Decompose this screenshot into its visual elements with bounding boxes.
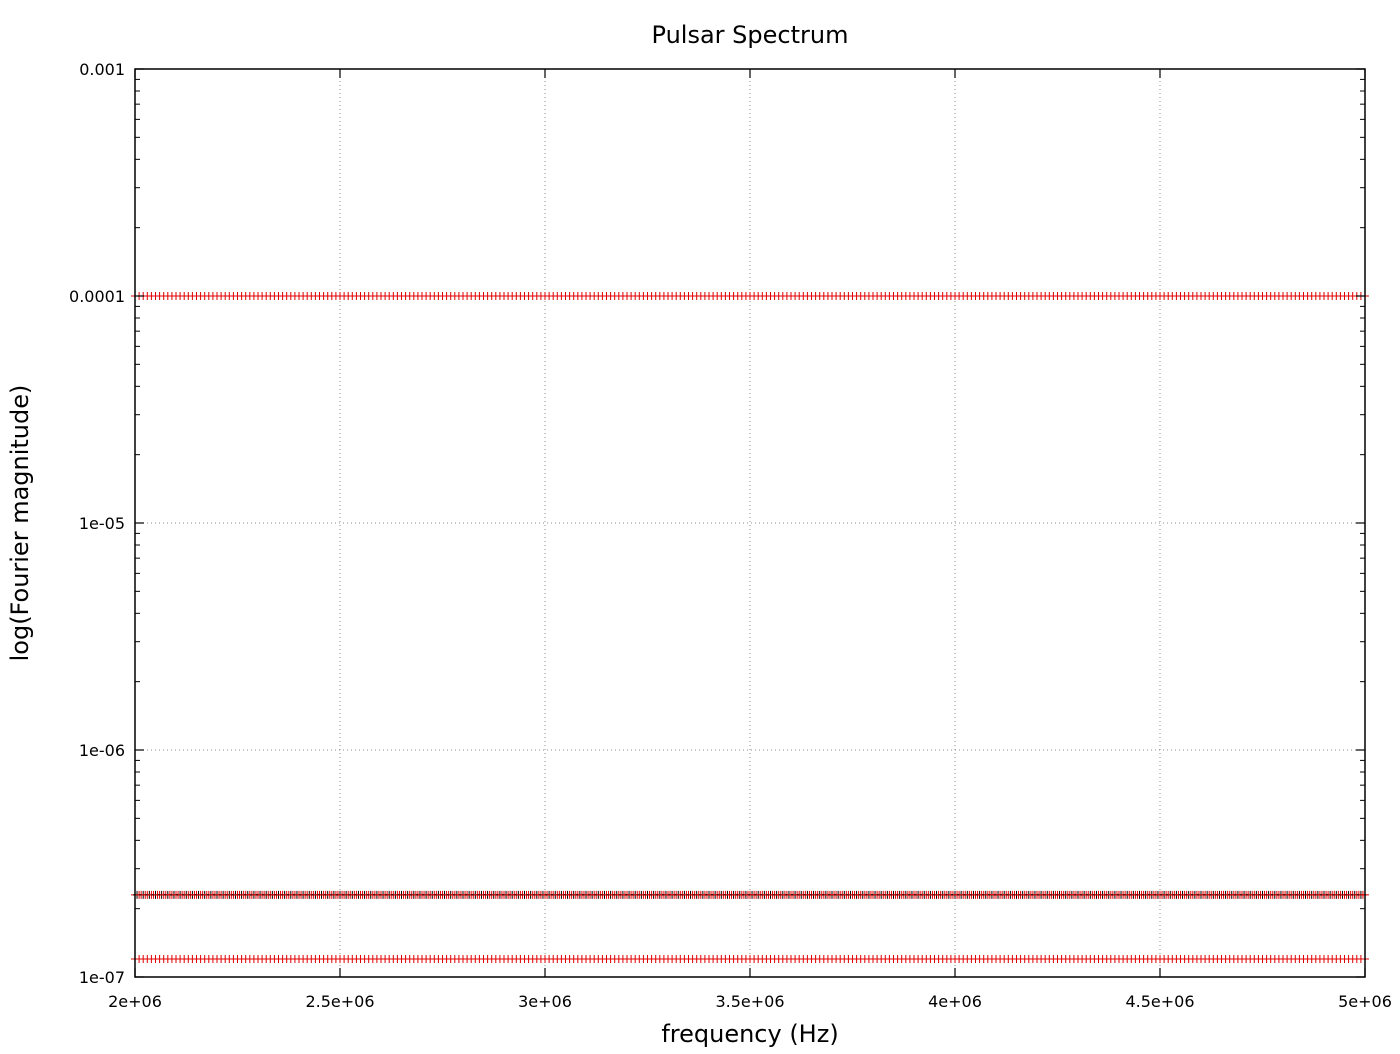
x-axis-label: frequency (Hz) [661, 1020, 838, 1048]
x-tick-label: 4e+06 [928, 992, 982, 1011]
x-tick-label: 3e+06 [518, 992, 572, 1011]
x-tick-label: 5e+06 [1338, 992, 1392, 1011]
data-series [131, 292, 1369, 964]
series-2 [131, 890, 1369, 899]
series-3 [131, 955, 1369, 964]
y-tick-label: 1e-05 [79, 514, 125, 533]
x-tick-label: 2.5e+06 [305, 992, 374, 1011]
y-tick-label: 1e-07 [79, 968, 125, 987]
y-tick-label: 1e-06 [79, 741, 125, 760]
grid [135, 69, 1365, 977]
x-tick-label: 2e+06 [108, 992, 162, 1011]
x-tick-label: 3.5e+06 [715, 992, 784, 1011]
x-tick-label: 4.5e+06 [1125, 992, 1194, 1011]
y-tick-label: 0.001 [79, 60, 125, 79]
y-axis-label: log(Fourier magnitude) [6, 385, 34, 662]
axis-ticks: 2e+06 2.5e+06 3e+06 3.5e+06 4e+06 4.5e+06 5e+0… [69, 60, 1392, 1011]
chart-title: Pulsar Spectrum [652, 21, 849, 49]
y-tick-label: 0.0001 [69, 287, 125, 306]
series-1 [131, 292, 1369, 300]
